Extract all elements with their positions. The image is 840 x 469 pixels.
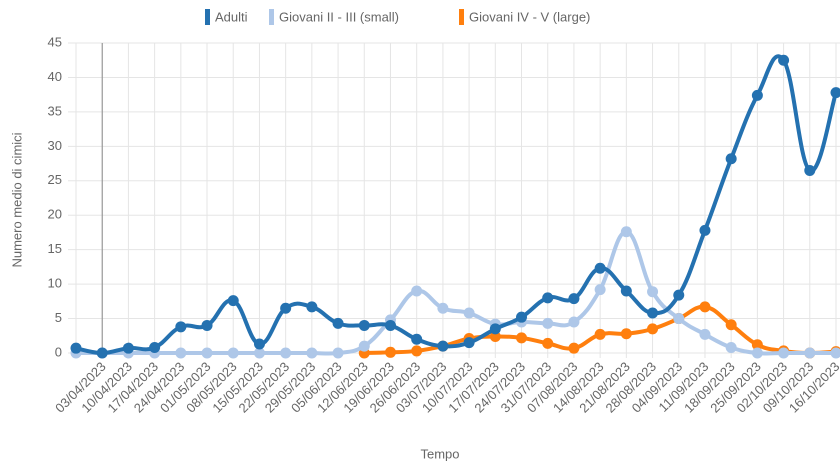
- data-point: [202, 320, 213, 331]
- data-point: [516, 312, 527, 323]
- y-tick-label: 45: [48, 34, 62, 49]
- data-point: [568, 317, 579, 328]
- data-point: [699, 301, 710, 312]
- data-point: [71, 343, 82, 354]
- data-point: [411, 345, 422, 356]
- legend-label: Giovani IV - V (large): [469, 9, 590, 24]
- data-point: [726, 342, 737, 353]
- data-point: [778, 348, 789, 359]
- data-point: [333, 348, 344, 359]
- data-point: [411, 334, 422, 345]
- legend: Adulti Giovani II - III (small) Giovani IV…: [205, 9, 590, 25]
- data-point: [831, 87, 840, 98]
- data-point: [228, 295, 239, 306]
- y-axis-title: Numero medio di cimici: [9, 132, 24, 267]
- data-point: [149, 342, 160, 353]
- data-point: [778, 55, 789, 66]
- data-point: [333, 318, 344, 329]
- data-point: [411, 286, 422, 297]
- legend-label: Adulti: [215, 9, 248, 24]
- data-point: [97, 348, 108, 359]
- data-point: [280, 303, 291, 314]
- data-point: [726, 319, 737, 330]
- data-point: [568, 293, 579, 304]
- data-point: [673, 290, 684, 301]
- data-point: [254, 339, 265, 350]
- data-point: [437, 341, 448, 352]
- data-point: [490, 323, 501, 334]
- legend-swatch: [269, 9, 274, 25]
- data-point: [359, 320, 370, 331]
- y-tick-label: 5: [55, 310, 62, 325]
- legend-label: Giovani II - III (small): [279, 9, 399, 24]
- data-point: [123, 343, 134, 354]
- data-point: [647, 286, 658, 297]
- data-point: [542, 292, 553, 303]
- data-point: [437, 303, 448, 314]
- data-point: [542, 338, 553, 349]
- data-point: [568, 343, 579, 354]
- data-point: [752, 90, 763, 101]
- data-point: [621, 226, 632, 237]
- data-point: [595, 329, 606, 340]
- y-tick-label: 40: [48, 69, 62, 84]
- x-axis-title: Tempo: [420, 446, 459, 461]
- legend-swatch: [459, 9, 464, 25]
- data-point: [542, 318, 553, 329]
- data-point: [699, 225, 710, 236]
- data-point: [647, 323, 658, 334]
- y-tick-label: 30: [48, 138, 62, 153]
- data-point: [385, 347, 396, 358]
- series-line: [76, 56, 836, 353]
- data-point: [306, 348, 317, 359]
- data-point: [228, 348, 239, 359]
- data-point: [595, 263, 606, 274]
- data-point: [202, 348, 213, 359]
- data-point: [726, 153, 737, 164]
- data-point: [464, 337, 475, 348]
- data-point: [804, 348, 815, 359]
- y-tick-label: 20: [48, 207, 62, 222]
- y-tick-label: 15: [48, 241, 62, 256]
- data-point: [595, 284, 606, 295]
- data-point: [752, 348, 763, 359]
- data-point: [516, 332, 527, 343]
- data-point: [673, 313, 684, 324]
- data-point: [699, 329, 710, 340]
- data-point: [464, 308, 475, 319]
- data-point: [359, 341, 370, 352]
- legend-swatch: [205, 9, 210, 25]
- data-point: [385, 320, 396, 331]
- data-point: [280, 348, 291, 359]
- data-point: [175, 348, 186, 359]
- data-point: [306, 301, 317, 312]
- data-point: [621, 328, 632, 339]
- y-tick-label: 0: [55, 344, 62, 359]
- data-point: [804, 165, 815, 176]
- data-point: [647, 308, 658, 319]
- data-point: [175, 321, 186, 332]
- y-tick-label: 25: [48, 172, 62, 187]
- data-point: [621, 286, 632, 297]
- y-tick-label: 10: [48, 276, 62, 291]
- y-tick-label: 35: [48, 103, 62, 118]
